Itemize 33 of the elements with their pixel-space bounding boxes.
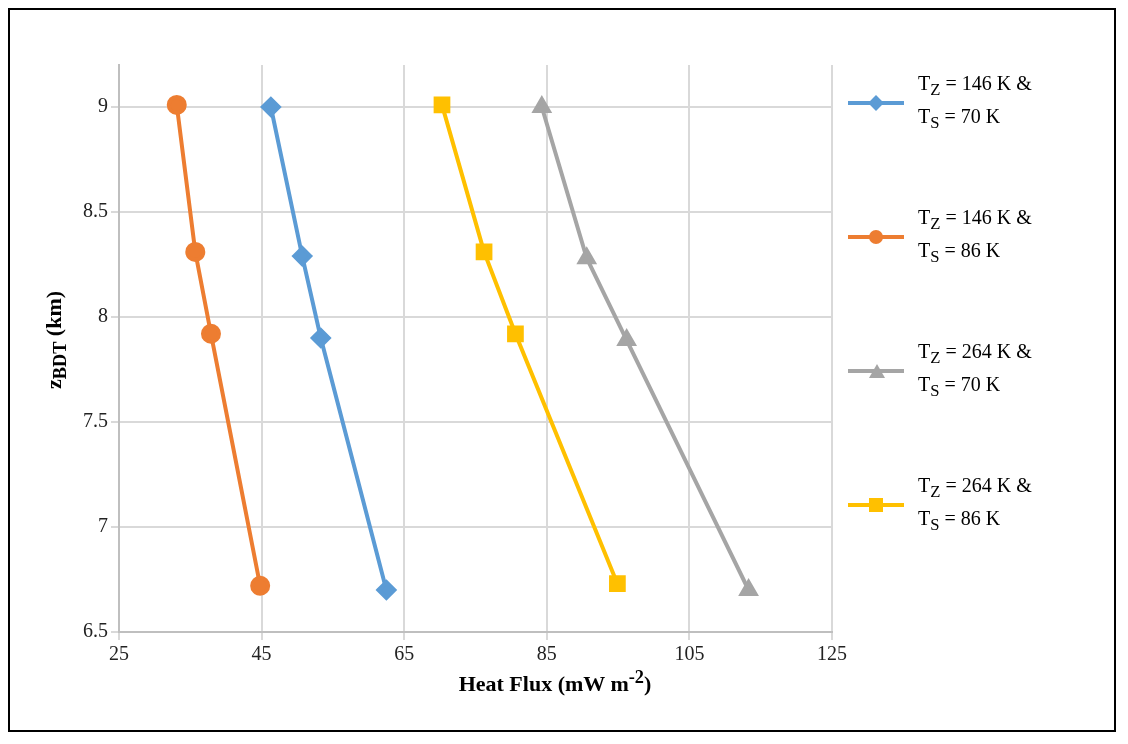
point bbox=[507, 325, 524, 343]
x-tick-label: 65 bbox=[394, 642, 415, 665]
x-tick-label: 25 bbox=[109, 642, 129, 665]
point bbox=[292, 246, 313, 267]
point bbox=[617, 330, 636, 347]
y-tick-label: 6.5 bbox=[83, 619, 108, 642]
y-tick-label: 9 bbox=[98, 94, 108, 117]
x-axis-title: Heat Flux (mW m$^{-2}$) bbox=[458, 666, 652, 698]
point bbox=[200, 323, 221, 344]
legend-label: T$_{Z}$ = 146 K & T$_{S}$ = 70 K bbox=[918, 71, 1033, 134]
y-tick-label: 8 bbox=[98, 304, 108, 327]
point bbox=[475, 243, 493, 261]
y-tick-label: 7 bbox=[98, 514, 108, 537]
point bbox=[433, 96, 451, 114]
point bbox=[250, 575, 271, 596]
legend-label: T$_{Z}$ = 264 K & T$_{S}$ = 70 K bbox=[918, 339, 1033, 402]
y-tick-label: 8.5 bbox=[83, 199, 108, 222]
legend-label: T$_{Z}$ = 146 K & T$_{S}$ = 86 K bbox=[918, 205, 1033, 268]
x-tick-label: 85 bbox=[536, 642, 557, 665]
point bbox=[166, 94, 187, 115]
point bbox=[260, 97, 281, 117]
point bbox=[185, 241, 206, 262]
point bbox=[609, 575, 626, 593]
point bbox=[532, 97, 551, 113]
y-tick-label: 7.5 bbox=[83, 409, 108, 432]
x-tick-label: 45 bbox=[251, 642, 272, 665]
legend-label: T$_{Z}$ = 264 K & T$_{S}$ = 86 K bbox=[918, 473, 1033, 536]
point bbox=[376, 580, 397, 600]
point bbox=[310, 328, 331, 348]
x-tick-label: 105 bbox=[674, 642, 705, 665]
point bbox=[739, 580, 758, 596]
point bbox=[577, 248, 596, 265]
x-tick-label: 125 bbox=[817, 642, 847, 665]
